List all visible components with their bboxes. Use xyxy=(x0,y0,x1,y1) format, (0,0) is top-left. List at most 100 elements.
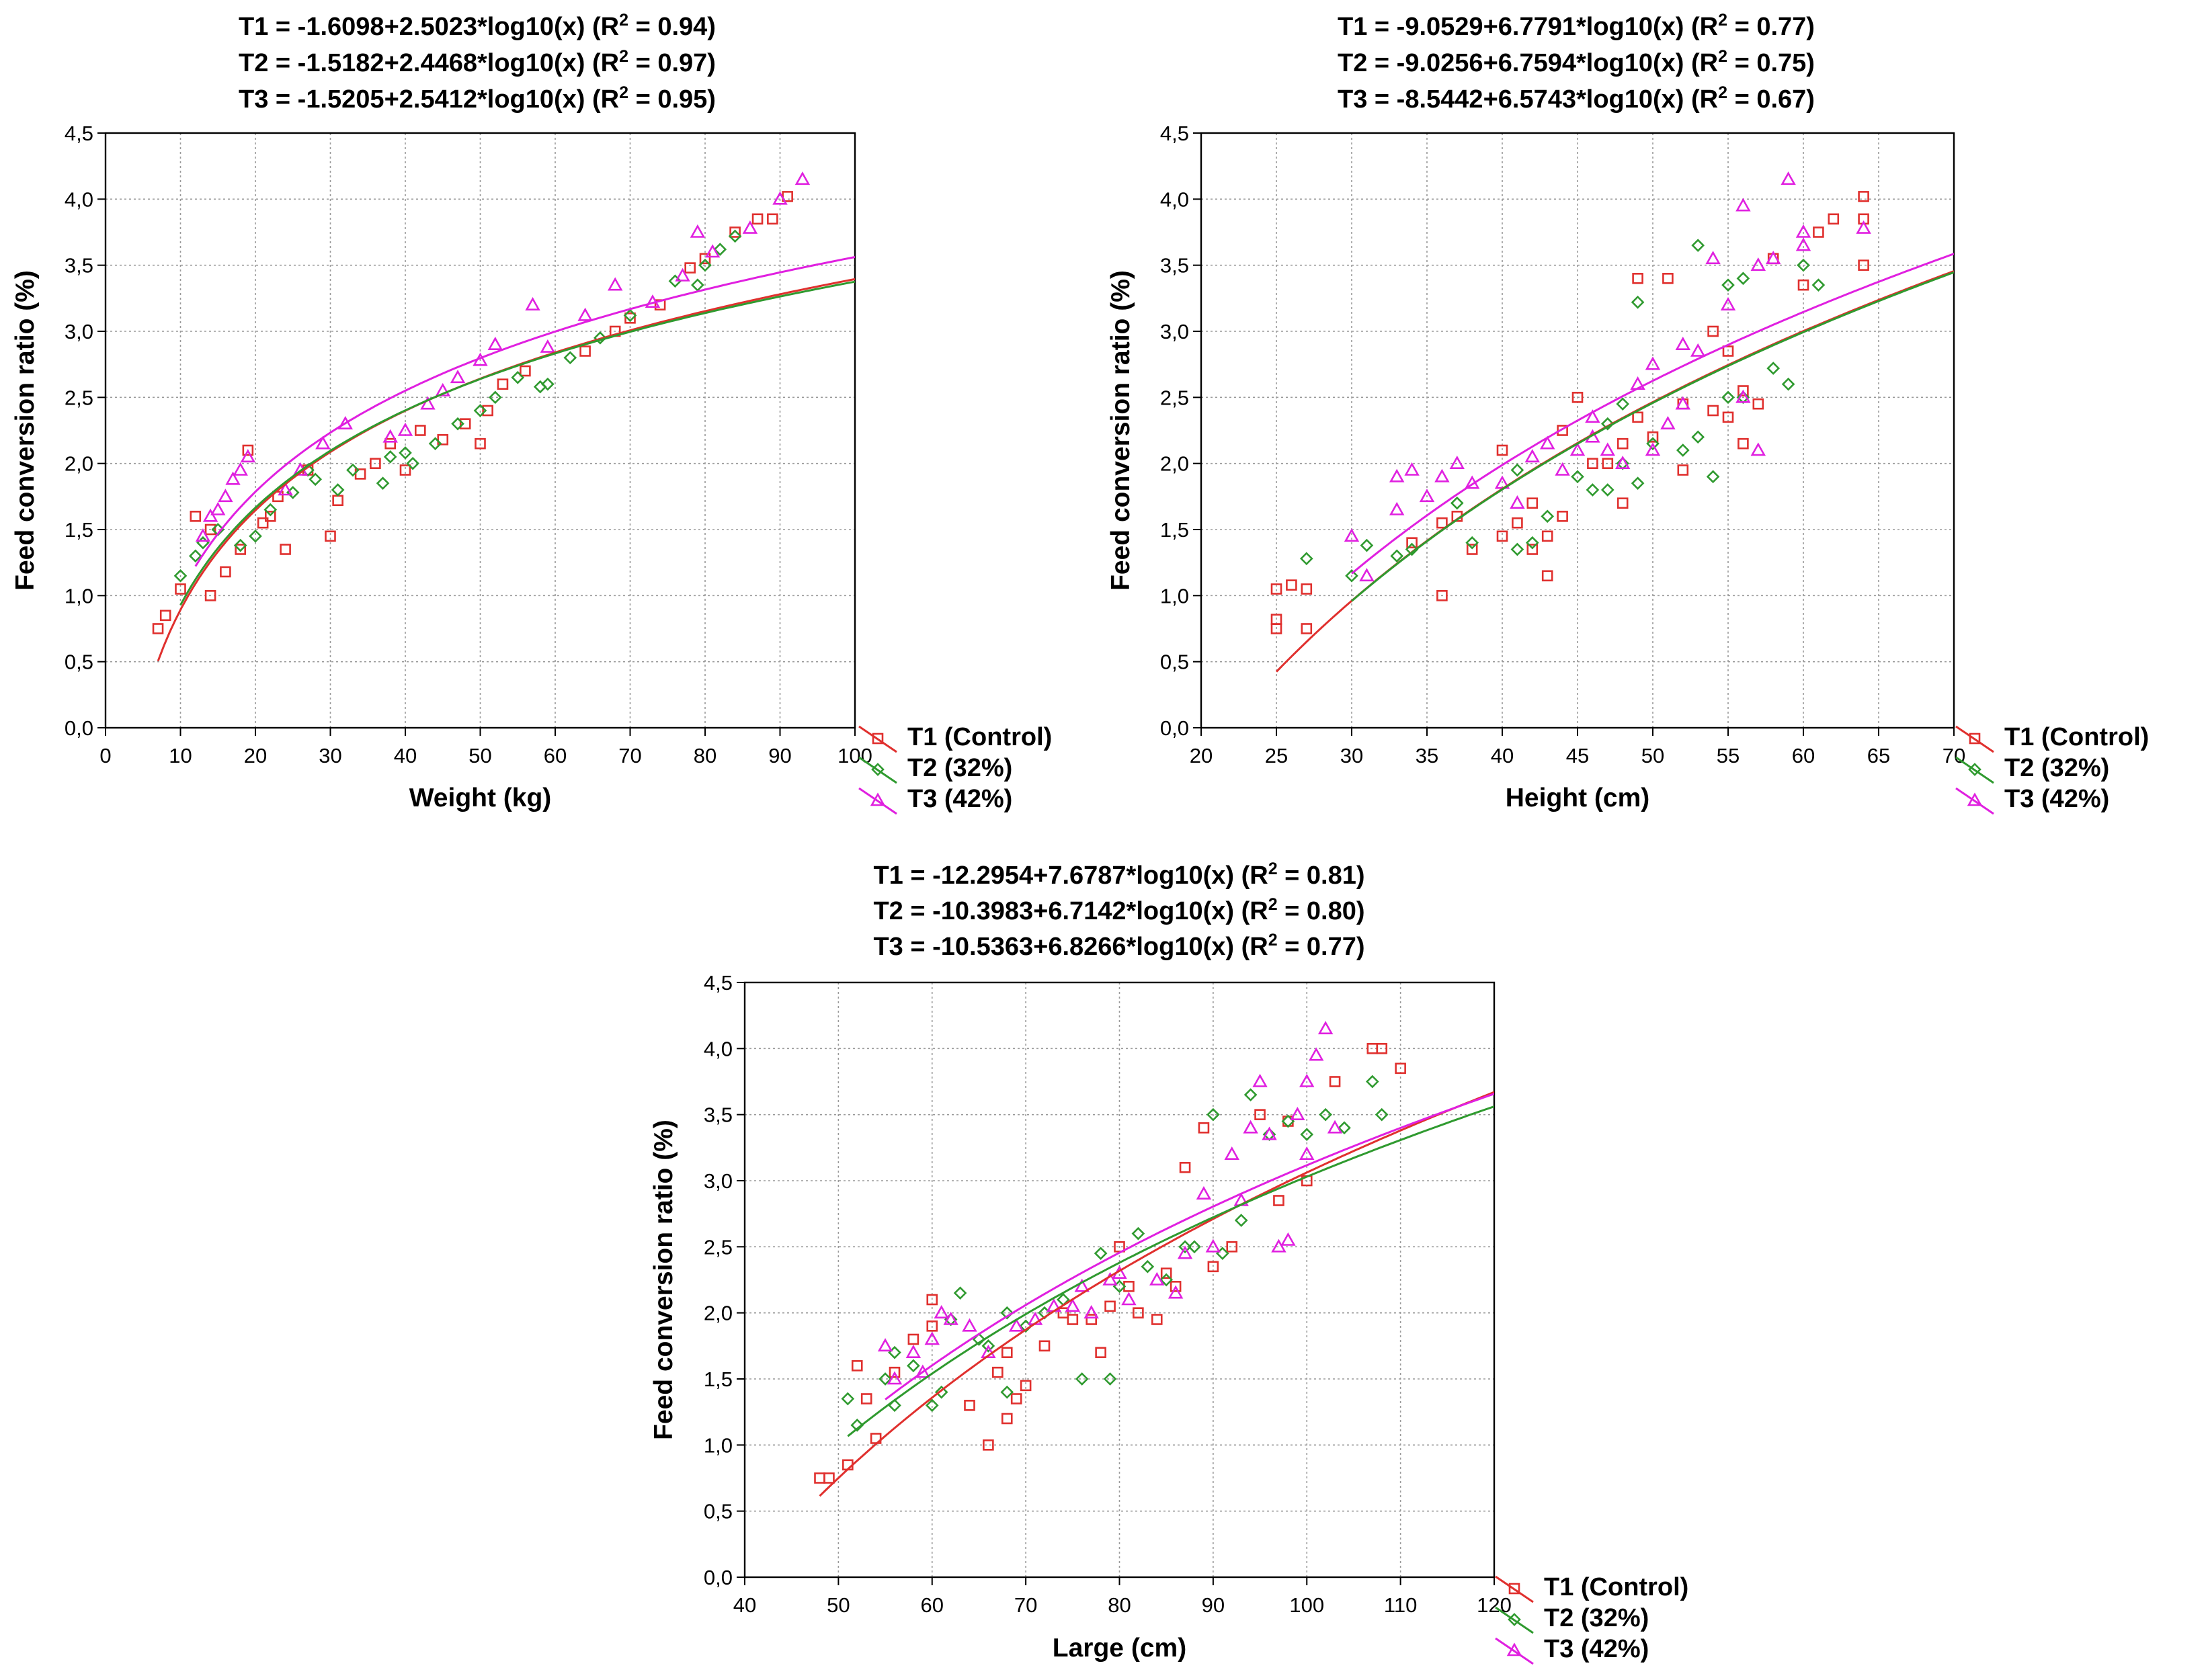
data-point-2 xyxy=(451,417,464,431)
data-point-3 xyxy=(1243,1120,1258,1134)
data-point-3 xyxy=(1327,1120,1343,1134)
data-point-3 xyxy=(1299,1073,1315,1087)
legend-marker xyxy=(1968,763,1981,776)
equation-text: T3 = -1.5205+2.5412*log10(x) (R xyxy=(239,85,619,114)
data-point-3 xyxy=(1645,356,1661,370)
y-tick-label: 0,0 xyxy=(1160,716,1189,740)
data-point-2 xyxy=(1365,1075,1379,1089)
data-point-2 xyxy=(511,370,525,384)
data-point-2 xyxy=(406,456,419,470)
data-point-2 xyxy=(428,437,442,451)
data-point-3 xyxy=(337,416,354,429)
fit-curve-3 xyxy=(885,1093,1494,1400)
data-point-2 xyxy=(698,258,712,272)
data-point-2 xyxy=(934,1385,948,1399)
equation-line-3: T3 = -10.5363+6.8266*log10(x) (R2 = 0.77… xyxy=(873,931,1364,961)
data-point-1 xyxy=(907,1333,919,1345)
plot-area xyxy=(1270,171,1954,673)
data-point-2 xyxy=(376,476,390,491)
equation-text: = 0.77) xyxy=(1278,933,1365,961)
data-point-3 xyxy=(1308,1047,1324,1061)
data-point-3 xyxy=(887,1371,903,1385)
data-point-1 xyxy=(220,566,231,578)
data-point-3 xyxy=(315,435,331,450)
data-point-2 xyxy=(1525,536,1539,550)
y-tick-label: 2,5 xyxy=(65,386,93,409)
data-point-2 xyxy=(1541,509,1555,523)
data-point-1 xyxy=(520,365,531,377)
equation-line-2: T2 = -10.3983+6.7142*log10(x) (R2 = 0.80… xyxy=(873,895,1364,925)
data-point-1 xyxy=(1707,405,1719,417)
data-point-1 xyxy=(1557,511,1568,522)
equation-text: T2 = -9.0256+6.7594*log10(x) (R xyxy=(1338,49,1718,77)
plot-area xyxy=(814,1021,1494,1497)
data-point-2 xyxy=(925,1398,939,1413)
data-point-2 xyxy=(233,538,247,552)
data-point-2 xyxy=(309,472,323,487)
data-point-1 xyxy=(1496,444,1508,456)
data-point-2 xyxy=(1646,437,1660,451)
x-tick-label: 50 xyxy=(827,1593,850,1617)
data-point-3 xyxy=(1074,1278,1090,1292)
data-point-2 xyxy=(1299,552,1313,566)
data-point-1 xyxy=(242,444,254,456)
data-point-1 xyxy=(889,1366,901,1378)
data-point-1 xyxy=(684,262,696,274)
data-point-1 xyxy=(1858,191,1869,202)
data-point-1 xyxy=(437,433,449,446)
equation-text: T3 = -10.5363+6.8266*log10(x) (R xyxy=(873,933,1268,961)
y-axis-label: Feed conversion ratio (%) xyxy=(1106,270,1135,591)
y-tick-label: 1,5 xyxy=(1160,518,1189,542)
data-point-1 xyxy=(699,253,711,265)
y-tick-label: 1,5 xyxy=(704,1368,733,1391)
x-tick-label: 50 xyxy=(1641,744,1664,767)
data-point-1 xyxy=(1617,437,1629,450)
data-point-1 xyxy=(1662,273,1674,284)
equation-text: = 0.77) xyxy=(1727,13,1815,41)
data-point-1 xyxy=(1797,279,1809,291)
y-tick-label: 3,5 xyxy=(704,1103,733,1127)
data-point-1 xyxy=(964,1400,975,1411)
data-point-1 xyxy=(459,418,471,429)
data-point-3 xyxy=(1856,220,1871,234)
equation-text: = 0.95) xyxy=(628,85,716,114)
data-point-1 xyxy=(926,1320,938,1332)
y-tick-label: 4,5 xyxy=(65,122,93,145)
data-point-3 xyxy=(1524,449,1541,463)
data-point-3 xyxy=(1177,1245,1193,1259)
data-point-1 xyxy=(1286,579,1297,591)
data-point-1 xyxy=(354,468,366,480)
data-point-2 xyxy=(1600,483,1614,497)
data-point-2 xyxy=(1319,1107,1332,1122)
data-point-2 xyxy=(1510,463,1524,477)
data-point-2 xyxy=(1178,1240,1192,1254)
data-point-1 xyxy=(1001,1413,1013,1425)
x-tick-label: 90 xyxy=(1202,1593,1225,1617)
data-point-1 xyxy=(1001,1347,1013,1358)
data-point-1 xyxy=(1104,1300,1116,1312)
data-point-2 xyxy=(1721,278,1735,292)
data-point-1 xyxy=(370,458,381,469)
x-tick-label: 120 xyxy=(1477,1593,1512,1617)
x-tick-label: 40 xyxy=(733,1593,756,1617)
y-axis-label: Feed conversion ratio (%) xyxy=(649,1120,678,1440)
data-point-1 xyxy=(1722,411,1734,423)
data-point-1 xyxy=(204,523,216,536)
data-point-1 xyxy=(497,378,509,390)
data-point-3 xyxy=(1735,198,1751,212)
data-point-3 xyxy=(1614,456,1631,469)
data-point-1 xyxy=(624,312,636,324)
data-point-1 xyxy=(1571,392,1584,403)
data-point-3 xyxy=(1750,257,1766,271)
data-point-1 xyxy=(1436,590,1448,601)
data-point-1 xyxy=(325,530,336,542)
x-axis-label: Weight (kg) xyxy=(409,784,552,812)
data-point-3 xyxy=(1735,389,1751,403)
data-point-1 xyxy=(579,345,591,357)
data-point-1 xyxy=(729,226,741,238)
data-point-3 xyxy=(742,220,758,234)
y-tick-label: 2,0 xyxy=(65,452,93,476)
data-point-2 xyxy=(331,483,345,497)
equation-text: = 0.94) xyxy=(628,13,716,41)
data-point-3 xyxy=(905,1345,922,1358)
